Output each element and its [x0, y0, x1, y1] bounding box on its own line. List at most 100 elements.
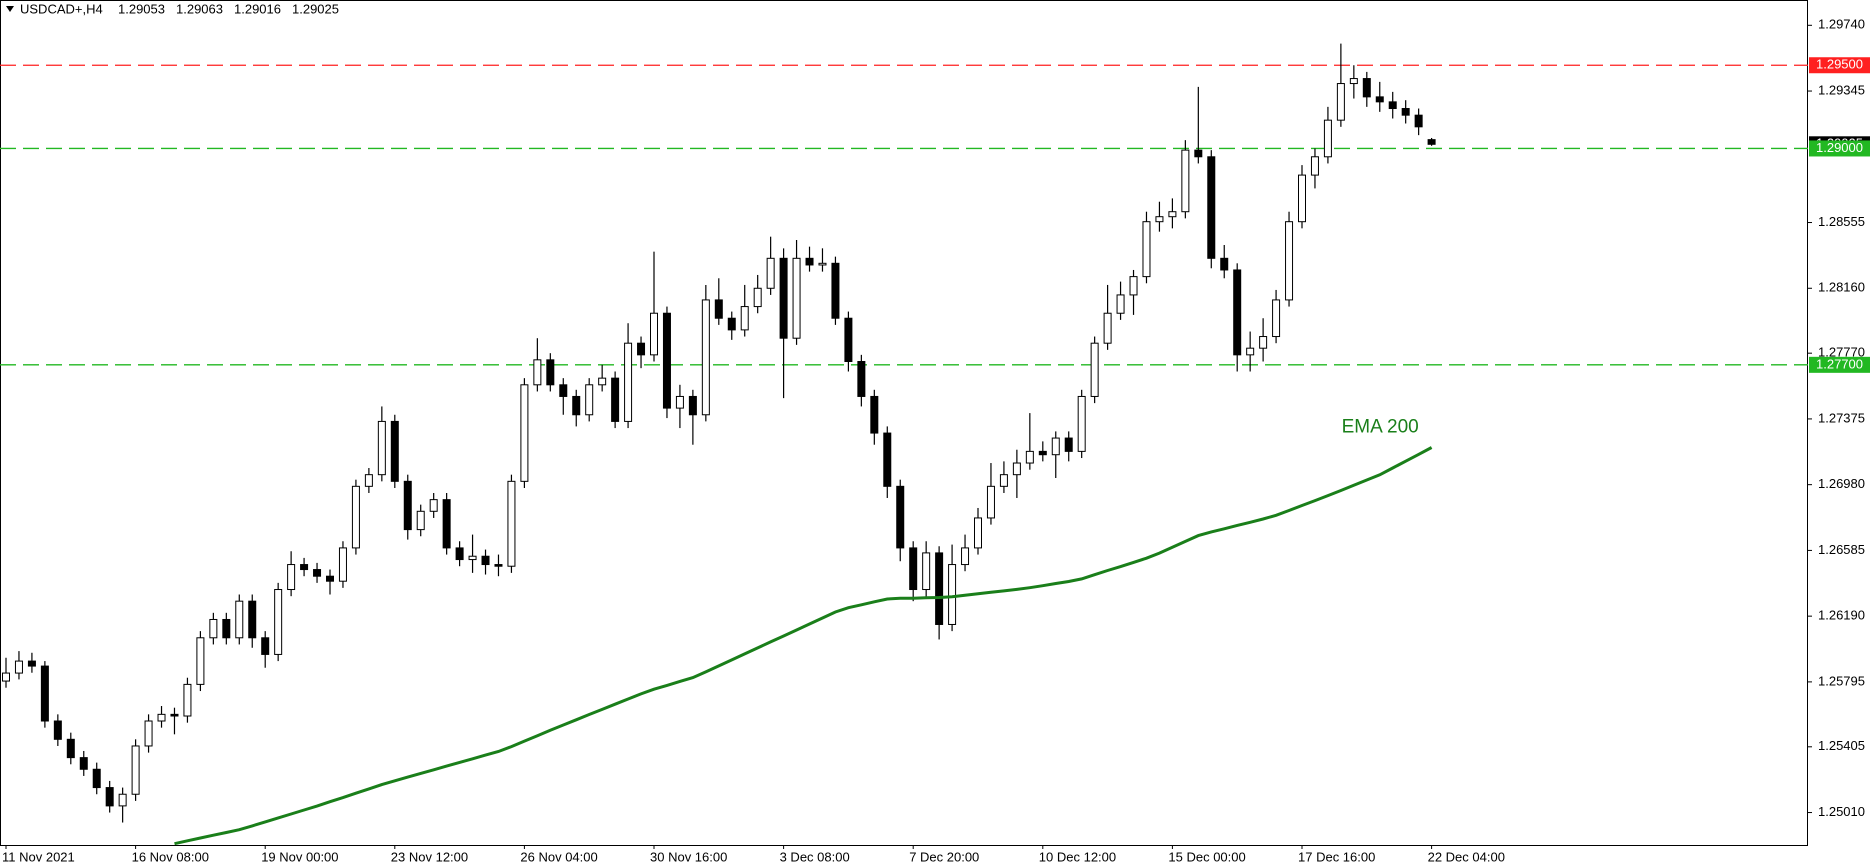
y-tick-label: 1.29740: [1818, 17, 1865, 32]
candle-body: [1168, 211, 1177, 218]
y-tick-label: 1.28160: [1818, 280, 1865, 295]
candle-body: [818, 262, 827, 266]
x-tick-label: 7 Dec 20:00: [909, 849, 979, 864]
candle-body: [1349, 78, 1358, 85]
candle-body: [611, 377, 620, 422]
candle-body: [1272, 299, 1281, 338]
candle-body: [170, 713, 179, 717]
candle-body: [183, 683, 192, 717]
candle-body: [429, 499, 438, 512]
candle-body: [805, 257, 814, 266]
y-tick-label: 1.26585: [1818, 542, 1865, 557]
candle-body: [248, 600, 257, 639]
x-tick-label: 11 Nov 2021: [2, 849, 75, 864]
candle-body: [105, 787, 114, 807]
candle-body: [1051, 437, 1060, 456]
candle-body: [740, 306, 749, 331]
x-tick-label: 22 Dec 04:00: [1428, 849, 1505, 864]
candle-body: [442, 499, 451, 549]
candle-body: [403, 480, 412, 531]
symbol-label: USDCAD+,H4: [20, 1, 103, 16]
y-tick-label: 1.26980: [1818, 476, 1865, 491]
candle-body: [209, 618, 218, 639]
y-tick-label: 1.29345: [1818, 82, 1865, 97]
candle-body: [1259, 336, 1268, 349]
candle-body: [857, 361, 866, 397]
candle-body: [326, 575, 334, 582]
candle-body: [1323, 119, 1332, 158]
level-label: 1.27700: [1816, 356, 1863, 371]
candle-body: [1401, 108, 1410, 116]
candle-body: [1207, 156, 1216, 259]
candle-body: [338, 547, 347, 582]
x-tick-label: 15 Dec 00:00: [1168, 849, 1245, 864]
candle-body: [1362, 78, 1371, 98]
candle-body: [1077, 395, 1086, 452]
header-close: 1.29025: [292, 1, 339, 16]
candle-body: [688, 395, 697, 416]
candle-body: [1285, 221, 1294, 301]
candle-body: [144, 720, 153, 747]
candle-body: [1388, 101, 1397, 110]
x-tick-label: 10 Dec 12:00: [1039, 849, 1116, 864]
candle-body: [27, 660, 36, 667]
y-tick-label: 1.27770: [1818, 345, 1865, 360]
candle-body: [1064, 437, 1073, 452]
candle-body: [624, 342, 633, 422]
candle-body: [494, 564, 503, 567]
candle-body: [598, 377, 607, 386]
candle-body: [1246, 347, 1255, 356]
candle-body: [585, 384, 594, 416]
candle-body: [546, 359, 555, 386]
candle-body: [222, 618, 231, 639]
candle-body: [1129, 276, 1138, 296]
y-tick-label: 1.26190: [1818, 608, 1865, 623]
candle-body: [1025, 450, 1034, 464]
candle-body: [1414, 114, 1423, 128]
candle-body: [313, 569, 322, 577]
candle-body: [714, 299, 723, 319]
candle-body: [1090, 342, 1099, 397]
candle-body: [831, 262, 840, 319]
candle-body: [2, 672, 10, 682]
candle-body: [274, 589, 283, 655]
candle-body: [766, 257, 775, 289]
candle-body: [1336, 83, 1345, 121]
candle-body: [468, 555, 477, 561]
header-open: 1.29053: [118, 1, 165, 16]
candle-body: [909, 547, 918, 591]
level-label-bg: [1809, 140, 1870, 157]
candle-body: [1233, 269, 1242, 356]
candle-body: [986, 485, 995, 519]
candle-body: [935, 552, 944, 625]
y-tick-label: 1.28555: [1818, 214, 1865, 229]
candle-body: [1181, 149, 1190, 213]
candle-body: [66, 738, 75, 759]
level-label: 1.29500: [1816, 57, 1863, 72]
x-tick-label: 23 Nov 12:00: [391, 849, 468, 864]
candle-body: [1142, 221, 1151, 278]
candle-body: [1012, 462, 1021, 476]
candle-body: [79, 757, 88, 770]
candle-body: [1116, 294, 1125, 314]
candle-body: [390, 420, 399, 482]
candle-body: [416, 510, 425, 531]
y-tick-label: 1.25010: [1818, 804, 1865, 819]
candle-body: [922, 552, 931, 591]
x-tick-label: 3 Dec 08:00: [780, 849, 850, 864]
candle-body: [948, 564, 957, 625]
candle-body: [896, 485, 905, 549]
candle-body: [520, 384, 529, 482]
x-tick-label: 26 Nov 04:00: [520, 849, 597, 864]
candle-body: [1155, 216, 1164, 223]
menu-arrow[interactable]: [6, 6, 14, 12]
candle-body: [92, 768, 101, 789]
candle-body: [157, 713, 166, 722]
candle-body: [637, 342, 646, 356]
candle-body: [974, 517, 982, 549]
candle-body: [118, 793, 127, 807]
plot-frame: [0, 0, 1808, 846]
candle-body: [196, 637, 205, 685]
